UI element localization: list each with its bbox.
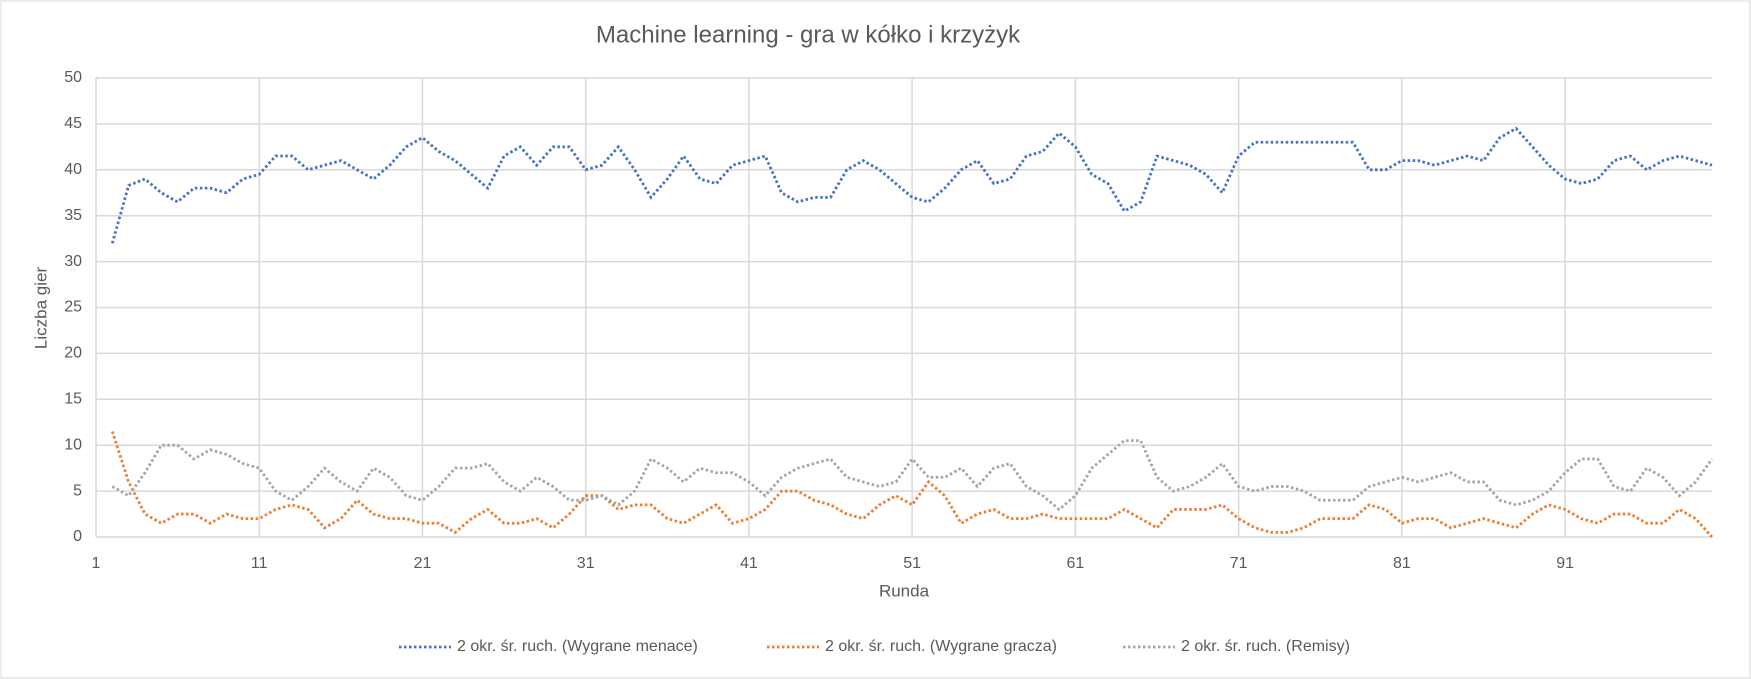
y-tick-label: 45: [64, 115, 82, 132]
x-tick-label: 81: [1393, 555, 1411, 572]
y-tick-label: 0: [73, 528, 82, 545]
y-tick-label: 15: [64, 391, 82, 408]
x-tick-label: 21: [414, 555, 432, 572]
x-tick-label: 91: [1556, 555, 1574, 572]
legend-label: 2 okr. śr. ruch. (Remisy): [1181, 638, 1350, 655]
y-tick-label: 25: [64, 299, 82, 316]
x-tick-label: 1: [92, 555, 101, 572]
y-tick-label: 30: [64, 253, 82, 270]
legend-label: 2 okr. śr. ruch. (Wygrane menace): [457, 638, 698, 655]
x-tick-label: 31: [577, 555, 595, 572]
x-tick-label: 51: [903, 555, 921, 572]
y-tick-label: 20: [64, 345, 82, 362]
x-tick-label: 11: [251, 555, 268, 572]
legend-label: 2 okr. śr. ruch. (Wygrane gracza): [825, 638, 1057, 655]
y-tick-label: 40: [64, 161, 82, 178]
y-tick-label: 50: [64, 69, 82, 86]
x-tick-label: 61: [1066, 555, 1084, 572]
y-axis-label: Liczba gier: [31, 267, 50, 350]
series-line: [111, 439, 1714, 512]
x-tick-label: 71: [1230, 555, 1248, 572]
x-axis-label: Runda: [879, 581, 930, 600]
y-tick-label: 5: [73, 482, 82, 499]
y-tick-label: 35: [64, 207, 82, 224]
x-tick-label: 41: [740, 555, 758, 572]
chart-title: Machine learning - gra w kółko i krzyżyk: [596, 21, 1021, 48]
y-tick-label: 10: [64, 436, 82, 453]
series-line: [110, 430, 1714, 538]
series-line: [110, 126, 1713, 244]
